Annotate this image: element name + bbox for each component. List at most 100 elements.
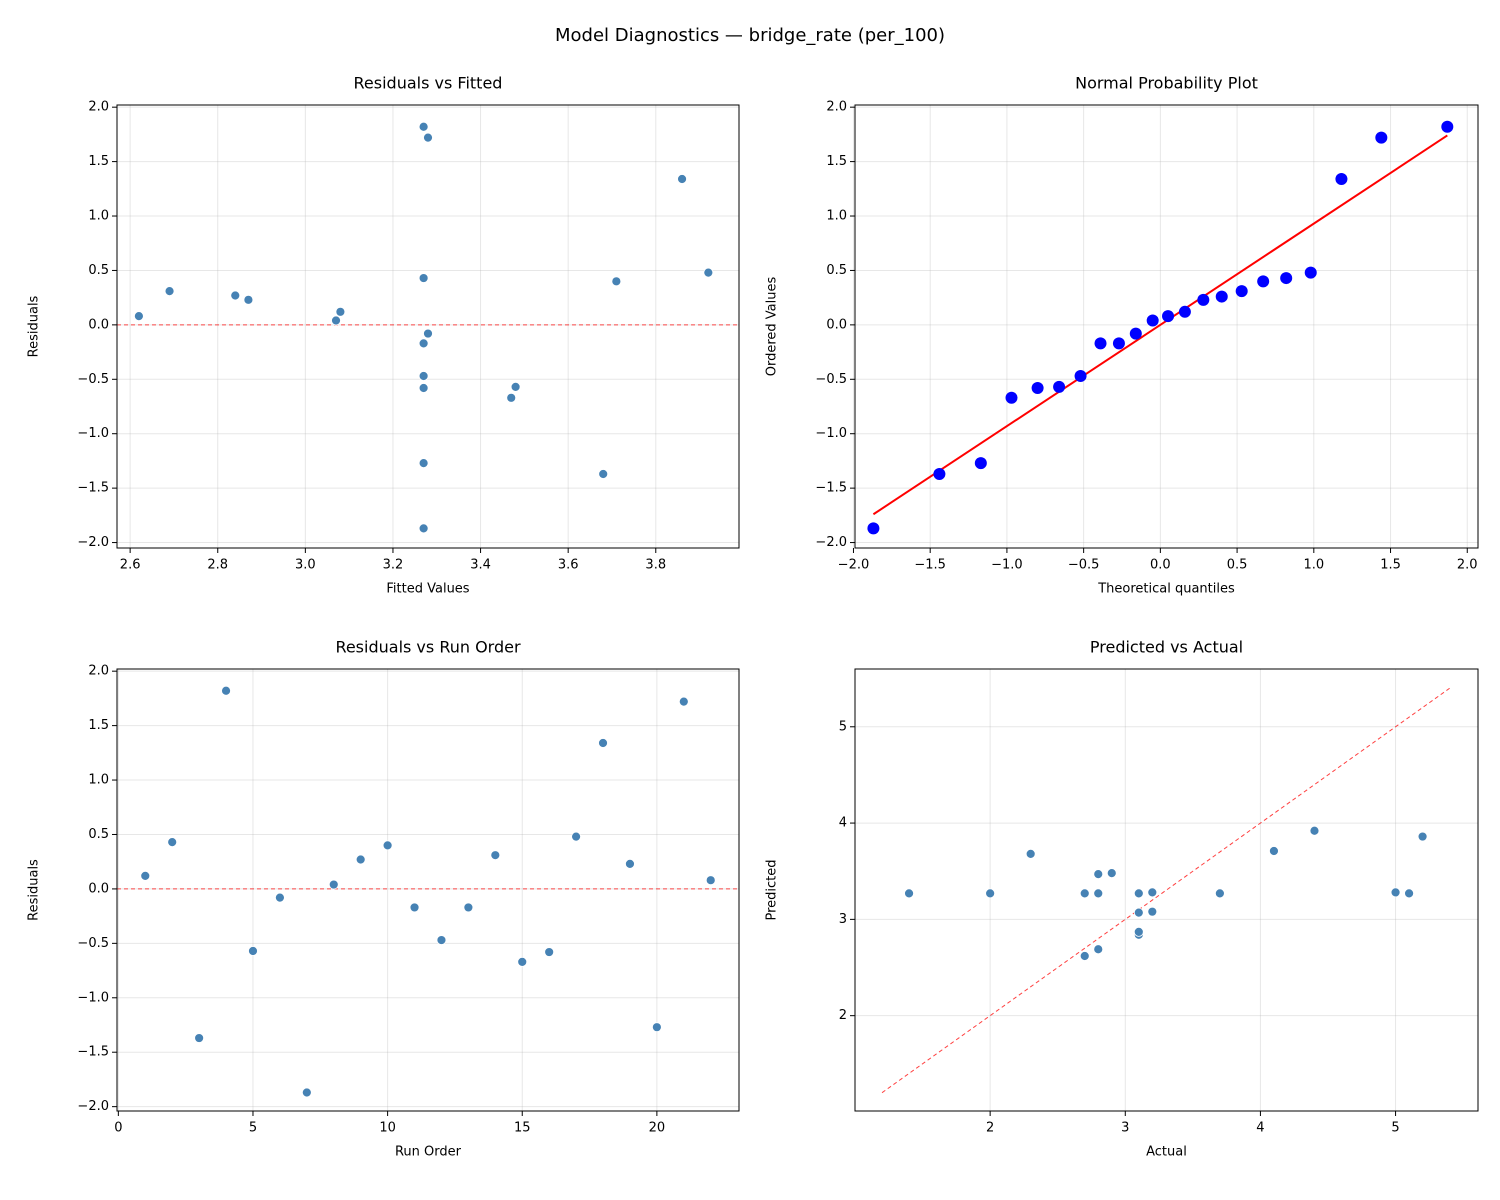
point bbox=[301, 1087, 312, 1098]
point bbox=[1269, 846, 1279, 856]
point bbox=[1053, 380, 1066, 393]
point bbox=[140, 870, 151, 881]
y-tick-label: −0.5 bbox=[77, 936, 109, 951]
y-tick-label: 4 bbox=[839, 816, 847, 831]
point bbox=[1129, 327, 1142, 340]
y-axis-label: Predicted bbox=[765, 859, 780, 920]
point bbox=[1025, 848, 1036, 859]
point bbox=[418, 458, 429, 469]
point bbox=[418, 371, 429, 381]
point bbox=[1304, 266, 1317, 279]
point bbox=[167, 837, 178, 847]
point bbox=[510, 382, 521, 392]
y-tick-label: −1.5 bbox=[77, 481, 109, 496]
y-tick-label: 2.0 bbox=[88, 664, 109, 679]
point bbox=[611, 276, 622, 287]
point bbox=[933, 467, 946, 480]
y-tick-label: 2.0 bbox=[826, 100, 847, 115]
point bbox=[1215, 290, 1228, 303]
point bbox=[1280, 272, 1293, 285]
axes-title: Residuals vs Run Order bbox=[335, 638, 521, 657]
point bbox=[867, 522, 880, 535]
point bbox=[1133, 888, 1144, 899]
x-tick-label: 0.5 bbox=[1227, 558, 1248, 573]
x-tick-label: 10 bbox=[379, 1121, 396, 1136]
axes-frame bbox=[116, 104, 740, 549]
point bbox=[418, 338, 429, 349]
point bbox=[418, 523, 429, 534]
y-tick-label: 0.0 bbox=[88, 881, 109, 896]
x-tick-label: 3.2 bbox=[383, 558, 404, 573]
point bbox=[651, 1022, 662, 1033]
fit-line bbox=[872, 134, 1448, 516]
point bbox=[134, 311, 144, 322]
y-tick-label: −1.0 bbox=[815, 426, 847, 441]
point bbox=[1093, 888, 1104, 899]
point bbox=[1375, 131, 1388, 144]
point bbox=[705, 875, 716, 886]
x-tick-label: −1.0 bbox=[991, 558, 1023, 573]
plot-area bbox=[117, 121, 739, 534]
y-axis-label: Residuals bbox=[27, 295, 42, 357]
point bbox=[275, 892, 285, 903]
point bbox=[985, 888, 996, 899]
y-tick-label: −1.0 bbox=[77, 426, 109, 441]
x-axis-label: Theoretical quantiles bbox=[1097, 582, 1235, 597]
point bbox=[1335, 173, 1348, 186]
y-tick-label: −0.5 bbox=[815, 372, 847, 387]
plot-area bbox=[881, 687, 1450, 1094]
y-tick-label: −2.0 bbox=[815, 535, 847, 550]
point bbox=[436, 935, 447, 945]
y-tick-label: 1.5 bbox=[88, 154, 109, 169]
point bbox=[418, 121, 429, 132]
y-tick-label: 2.0 bbox=[88, 100, 109, 115]
x-axis-label: Fitted Values bbox=[386, 582, 469, 597]
x-tick-label: 5 bbox=[1391, 1121, 1399, 1136]
point bbox=[1235, 285, 1248, 298]
axes-frame bbox=[854, 104, 1479, 549]
y-tick-label: 0.5 bbox=[826, 263, 847, 278]
point bbox=[1093, 944, 1104, 955]
point bbox=[1133, 907, 1144, 918]
point bbox=[1162, 310, 1175, 323]
plot-area bbox=[867, 120, 1454, 535]
point bbox=[1106, 868, 1117, 879]
point bbox=[1031, 381, 1044, 394]
point bbox=[625, 858, 635, 869]
point bbox=[1404, 888, 1414, 899]
point bbox=[703, 267, 714, 278]
x-tick-label: 4 bbox=[1256, 1121, 1264, 1136]
y-tick-label: 1.0 bbox=[88, 209, 109, 224]
point bbox=[409, 902, 420, 913]
point bbox=[544, 947, 555, 957]
point bbox=[328, 879, 339, 890]
point bbox=[904, 888, 914, 899]
x-tick-label: 20 bbox=[649, 1121, 666, 1136]
axes-title: Residuals vs Fitted bbox=[354, 74, 503, 93]
x-tick-label: 1.5 bbox=[1380, 558, 1401, 573]
x-tick-label: 3.0 bbox=[295, 558, 316, 573]
y-tick-label: 2 bbox=[839, 1008, 847, 1023]
point bbox=[1133, 926, 1144, 937]
point bbox=[506, 392, 517, 403]
point bbox=[1074, 370, 1087, 383]
point bbox=[355, 854, 366, 865]
point bbox=[221, 685, 231, 696]
y-tick-label: 0.0 bbox=[88, 317, 109, 332]
point bbox=[598, 738, 608, 748]
x-tick-label: 3.4 bbox=[470, 558, 491, 573]
y-tick-label: 1.5 bbox=[88, 718, 109, 733]
y-tick-label: 1.5 bbox=[826, 154, 847, 169]
point bbox=[1112, 337, 1125, 350]
point bbox=[974, 457, 987, 470]
x-tick-label: −1.5 bbox=[914, 558, 946, 573]
x-tick-label: 3.6 bbox=[558, 558, 579, 573]
x-tick-label: 2.8 bbox=[207, 558, 228, 573]
y-tick-label: 1.0 bbox=[88, 773, 109, 788]
y-tick-label: −1.5 bbox=[77, 1045, 109, 1060]
point bbox=[1094, 337, 1107, 350]
x-tick-label: 2 bbox=[986, 1121, 994, 1136]
x-tick-label: 2.6 bbox=[120, 558, 141, 573]
point bbox=[1417, 831, 1428, 842]
point bbox=[230, 290, 241, 301]
